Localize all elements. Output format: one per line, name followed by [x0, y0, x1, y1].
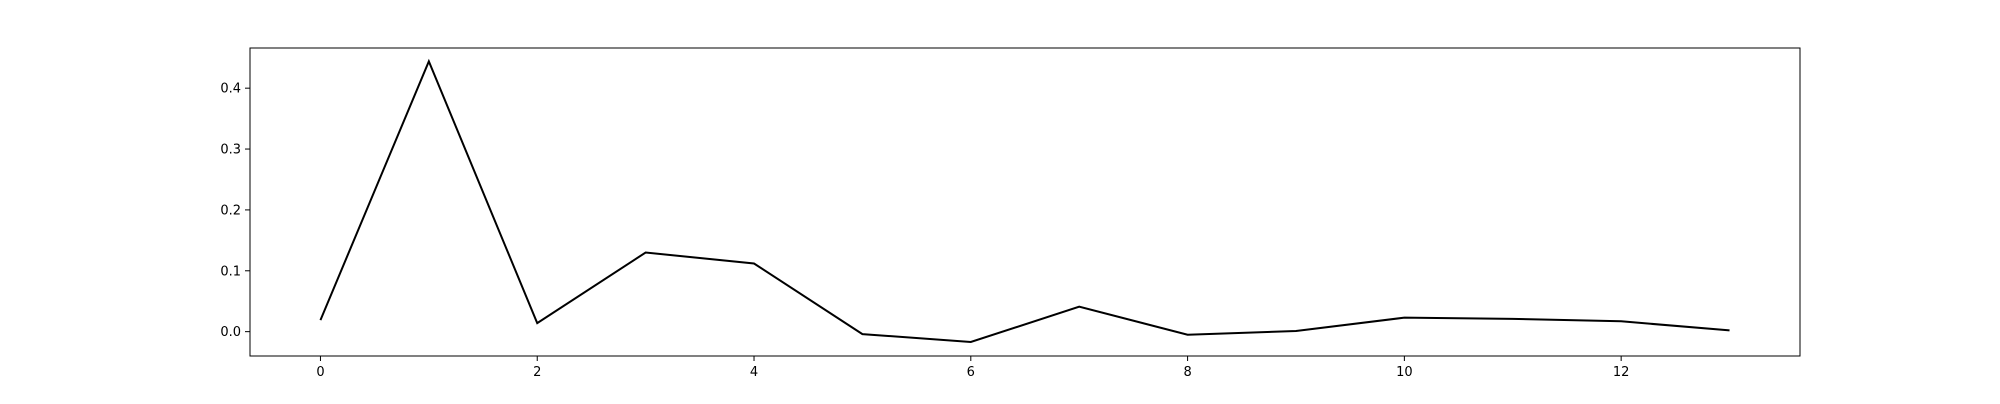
x-tick-label: 2 — [533, 365, 541, 380]
y-tick-label: 0.4 — [220, 82, 241, 97]
y-tick-label: 0.2 — [220, 203, 241, 218]
y-tick-label: 0.3 — [220, 143, 241, 158]
x-tick-label: 6 — [967, 365, 975, 380]
y-tick-label: 0.1 — [220, 264, 241, 279]
x-tick-label: 0 — [316, 365, 324, 380]
x-tick-label: 4 — [750, 365, 758, 380]
x-tick-label: 10 — [1396, 365, 1413, 380]
x-tick-label: 12 — [1613, 365, 1630, 380]
x-tick-label: 8 — [1183, 365, 1191, 380]
y-tick-label: 0.0 — [220, 325, 241, 340]
